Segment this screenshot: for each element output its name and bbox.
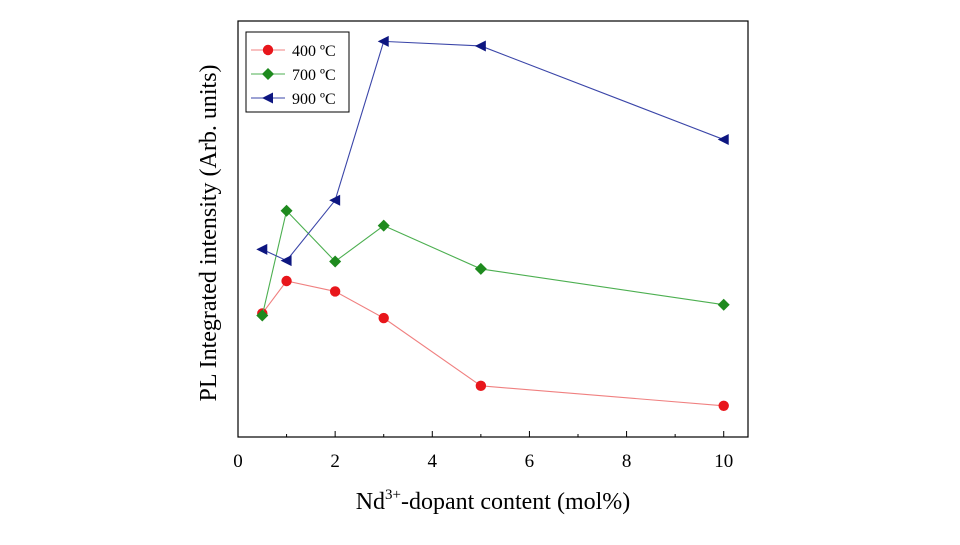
legend-marker xyxy=(262,68,274,80)
x-tick-label: 10 xyxy=(714,451,733,472)
x-axis-title: Nd3+-dopant content (mol%) xyxy=(356,487,631,515)
series-3 xyxy=(256,35,729,267)
data-point xyxy=(377,219,390,232)
x-tick-label: 2 xyxy=(330,451,340,472)
data-point xyxy=(256,243,268,255)
data-point xyxy=(280,204,293,217)
data-point xyxy=(329,286,341,297)
data-point xyxy=(281,275,292,287)
series-line xyxy=(261,280,724,407)
data-point xyxy=(717,298,730,311)
x-axis-title-prefix: Nd xyxy=(356,489,385,515)
series-layer xyxy=(256,35,730,411)
legend-marker xyxy=(262,44,274,56)
legend-label: 400 ºC xyxy=(292,43,336,60)
series-line xyxy=(261,209,724,316)
data-point xyxy=(329,194,341,206)
x-tick-label: 4 xyxy=(428,451,438,472)
legend: 400 ºC 700 ºC 900 ºC xyxy=(245,31,350,113)
series-line xyxy=(262,40,724,262)
series-2 xyxy=(256,204,730,322)
series-1 xyxy=(257,275,729,411)
data-point xyxy=(329,255,342,268)
data-point xyxy=(256,309,269,322)
data-point xyxy=(718,400,729,411)
data-point xyxy=(474,40,486,52)
x-tick-label: 6 xyxy=(525,451,535,472)
data-point xyxy=(378,312,389,324)
x-axis-title-suffix: -dopant content (mol%) xyxy=(401,489,630,515)
x-axis-title-superscript: 3+ xyxy=(385,487,401,503)
data-point xyxy=(377,35,389,47)
legend-marker xyxy=(262,92,273,104)
data-point xyxy=(475,380,487,392)
x-tick-label: 8 xyxy=(622,451,632,472)
y-axis-title: PL Integrated intensity (Arb. units) xyxy=(196,64,222,401)
data-point xyxy=(474,262,487,275)
x-axis-ticks: 0 2 4 6 8 10 xyxy=(233,431,733,472)
data-point xyxy=(280,255,292,267)
legend-label: 900 ºC xyxy=(292,91,336,108)
plot-frame xyxy=(237,20,749,438)
legend-label: 700 ºC xyxy=(292,67,336,84)
x-tick-label: 0 xyxy=(233,451,243,472)
data-point xyxy=(717,134,729,146)
legend-box xyxy=(245,31,350,113)
